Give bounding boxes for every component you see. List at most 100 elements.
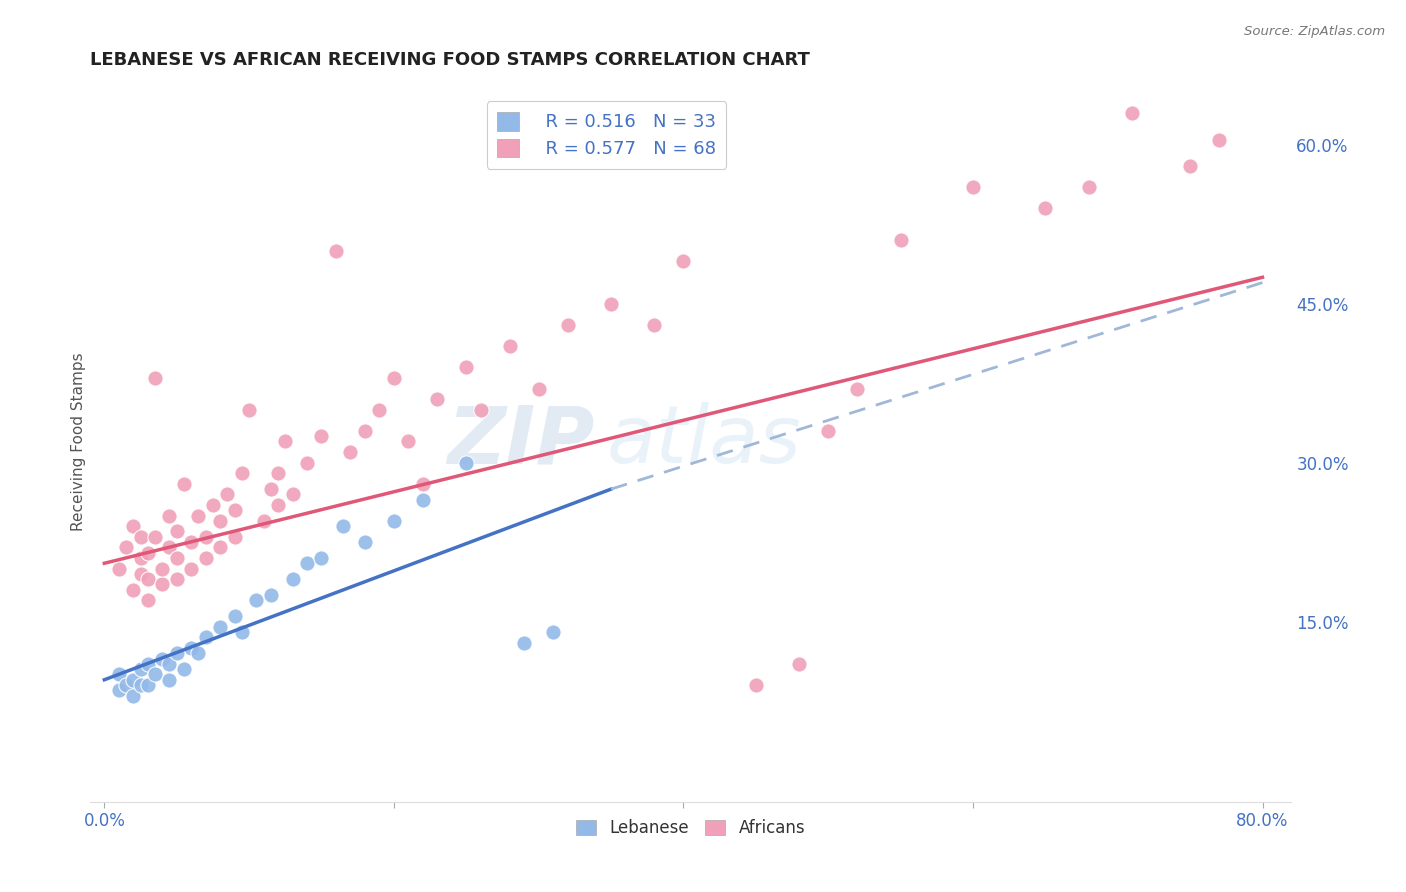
Text: atlas: atlas bbox=[606, 402, 801, 481]
Point bbox=[159, 673, 181, 687]
Point bbox=[187, 646, 209, 660]
Point bbox=[143, 667, 166, 681]
Point bbox=[412, 476, 434, 491]
Point bbox=[295, 456, 318, 470]
Point bbox=[209, 620, 232, 634]
Point bbox=[325, 244, 347, 258]
Point bbox=[281, 487, 304, 501]
Point bbox=[166, 646, 188, 660]
Point bbox=[194, 551, 217, 566]
Point bbox=[150, 561, 173, 575]
Point bbox=[260, 482, 283, 496]
Point bbox=[274, 434, 297, 449]
Point bbox=[846, 382, 869, 396]
Point bbox=[1033, 202, 1056, 216]
Point bbox=[150, 651, 173, 665]
Point bbox=[817, 424, 839, 438]
Point bbox=[136, 657, 159, 671]
Y-axis label: Receiving Food Stamps: Receiving Food Stamps bbox=[72, 352, 86, 531]
Point bbox=[541, 625, 564, 640]
Point bbox=[456, 456, 478, 470]
Point bbox=[107, 561, 129, 575]
Point bbox=[129, 566, 152, 581]
Point bbox=[159, 541, 181, 555]
Point bbox=[159, 657, 181, 671]
Point bbox=[245, 593, 267, 607]
Point bbox=[332, 519, 354, 533]
Point bbox=[745, 678, 768, 692]
Point bbox=[354, 535, 377, 549]
Point bbox=[224, 530, 246, 544]
Point bbox=[180, 640, 202, 655]
Point bbox=[787, 657, 810, 671]
Point bbox=[281, 572, 304, 586]
Point bbox=[201, 498, 224, 512]
Point bbox=[129, 678, 152, 692]
Point bbox=[527, 382, 550, 396]
Point bbox=[129, 551, 152, 566]
Point bbox=[122, 519, 145, 533]
Point bbox=[150, 577, 173, 591]
Text: LEBANESE VS AFRICAN RECEIVING FOOD STAMPS CORRELATION CHART: LEBANESE VS AFRICAN RECEIVING FOOD STAMP… bbox=[90, 51, 810, 69]
Point bbox=[339, 445, 361, 459]
Point bbox=[962, 180, 984, 194]
Text: ZIP: ZIP bbox=[447, 402, 595, 481]
Point bbox=[890, 233, 912, 247]
Point bbox=[470, 402, 492, 417]
Point bbox=[426, 392, 449, 406]
Point bbox=[456, 360, 478, 375]
Point bbox=[260, 588, 283, 602]
Point bbox=[166, 572, 188, 586]
Point bbox=[159, 508, 181, 523]
Point bbox=[209, 514, 232, 528]
Point bbox=[396, 434, 419, 449]
Point bbox=[311, 551, 333, 566]
Point bbox=[143, 530, 166, 544]
Point bbox=[173, 662, 195, 676]
Point bbox=[1208, 133, 1230, 147]
Point bbox=[238, 402, 260, 417]
Point bbox=[311, 429, 333, 443]
Point bbox=[136, 572, 159, 586]
Point bbox=[129, 662, 152, 676]
Point bbox=[1077, 180, 1099, 194]
Point bbox=[166, 524, 188, 539]
Point bbox=[122, 689, 145, 703]
Point bbox=[143, 371, 166, 385]
Point bbox=[115, 678, 138, 692]
Point bbox=[382, 371, 405, 385]
Point bbox=[231, 467, 253, 481]
Point bbox=[252, 514, 274, 528]
Point bbox=[382, 514, 405, 528]
Point bbox=[513, 636, 536, 650]
Point bbox=[267, 498, 290, 512]
Point bbox=[107, 667, 129, 681]
Text: Source: ZipAtlas.com: Source: ZipAtlas.com bbox=[1244, 25, 1385, 38]
Point bbox=[600, 297, 623, 311]
Point bbox=[180, 535, 202, 549]
Point bbox=[173, 476, 195, 491]
Point bbox=[122, 673, 145, 687]
Point bbox=[231, 625, 253, 640]
Point bbox=[194, 631, 217, 645]
Point bbox=[412, 492, 434, 507]
Point bbox=[166, 551, 188, 566]
Point bbox=[224, 503, 246, 517]
Point bbox=[1178, 159, 1201, 173]
Point bbox=[643, 318, 665, 332]
Point bbox=[557, 318, 579, 332]
Point bbox=[354, 424, 377, 438]
Point bbox=[267, 467, 290, 481]
Point bbox=[672, 254, 695, 268]
Point bbox=[136, 593, 159, 607]
Point bbox=[122, 582, 145, 597]
Point bbox=[368, 402, 391, 417]
Point bbox=[499, 339, 522, 353]
Point bbox=[217, 487, 239, 501]
Point bbox=[295, 556, 318, 570]
Point bbox=[129, 530, 152, 544]
Point bbox=[224, 609, 246, 624]
Point bbox=[180, 561, 202, 575]
Point bbox=[1121, 106, 1143, 120]
Point bbox=[136, 546, 159, 560]
